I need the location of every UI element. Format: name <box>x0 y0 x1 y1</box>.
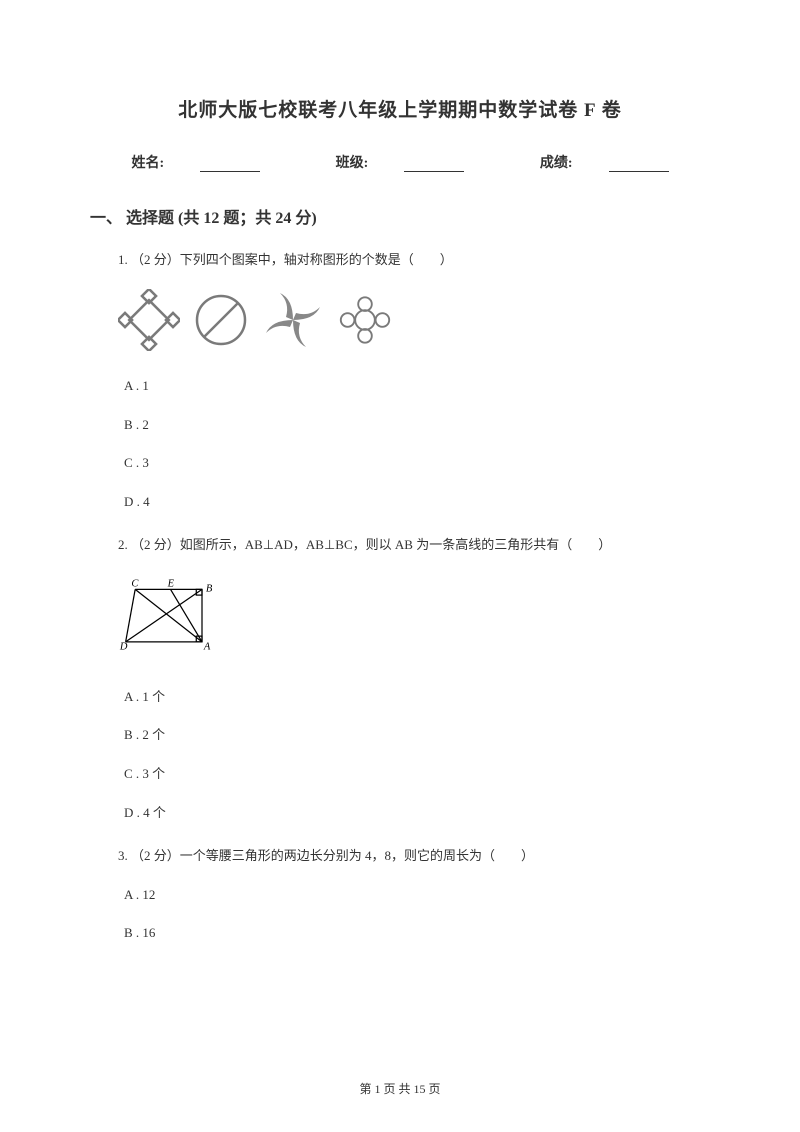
option-a: A . 1 个 <box>118 687 710 708</box>
question-text: 1. （2 分）下列四个图案中，轴对称图形的个数是（ ） <box>118 250 710 271</box>
question-1: 1. （2 分）下列四个图案中，轴对称图形的个数是（ ） <box>90 250 710 513</box>
figure-circles-cluster-icon <box>334 289 396 351</box>
figure-row <box>118 289 710 351</box>
option-c: C . 3 <box>118 453 710 474</box>
score-field: 成绩: <box>522 156 687 171</box>
question-2: 2. （2 分）如图所示，AB⊥AD，AB⊥BC，则以 AB 为一条高线的三角形… <box>90 535 710 824</box>
svg-text:B: B <box>206 583 213 594</box>
question-3: 3. （2 分）一个等腰三角形的两边长分别为 4，8，则它的周长为（ ） A .… <box>90 846 710 944</box>
option-c: C . 3 个 <box>118 764 710 785</box>
figure-diamond-cross-icon <box>118 289 180 351</box>
svg-text:E: E <box>167 578 175 589</box>
question-text: 3. （2 分）一个等腰三角形的两边长分别为 4，8，则它的周长为（ ） <box>118 846 710 867</box>
class-field: 班级: <box>318 156 483 171</box>
section-title: 一、 选择题 (共 12 题；共 24 分) <box>90 204 710 228</box>
option-b: B . 16 <box>118 923 710 944</box>
option-d: D . 4 <box>118 492 710 513</box>
page-title: 北师大版七校联考八年级上学期期中数学试卷 F 卷 <box>90 95 710 122</box>
svg-text:D: D <box>119 641 128 652</box>
figure-circle-slash-icon <box>190 289 252 351</box>
page-footer: 第 1 页 共 15 页 <box>0 1080 800 1097</box>
option-d: D . 4 个 <box>118 803 710 824</box>
question-text: 2. （2 分）如图所示，AB⊥AD，AB⊥BC，则以 AB 为一条高线的三角形… <box>118 535 710 556</box>
name-field: 姓名: <box>113 156 278 171</box>
figure-geometry-icon: C E B D A <box>118 574 223 662</box>
option-b: B . 2 个 <box>118 725 710 746</box>
svg-text:A: A <box>203 641 211 652</box>
svg-text:C: C <box>131 578 139 589</box>
option-a: A . 1 <box>118 376 710 397</box>
info-row: 姓名: 班级: 成绩: <box>90 152 710 172</box>
option-a: A . 12 <box>118 885 710 906</box>
figure-pinwheel-icon <box>262 289 324 351</box>
option-b: B . 2 <box>118 415 710 436</box>
